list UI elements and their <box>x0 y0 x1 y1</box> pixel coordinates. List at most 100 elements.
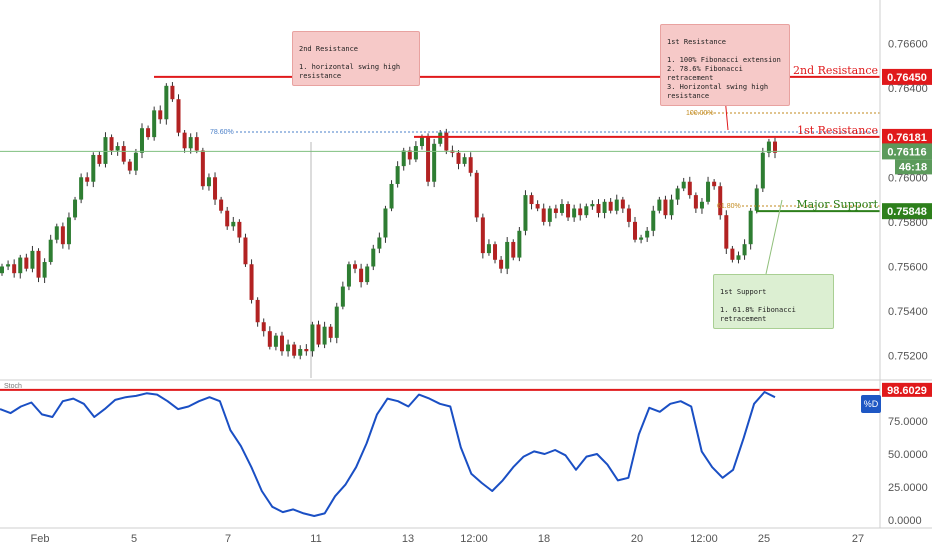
price-tick-label: 0.76400 <box>888 83 928 95</box>
candle-body <box>24 257 29 269</box>
candle-body <box>36 250 41 278</box>
stoch-tick-label: 75.0000 <box>888 416 928 428</box>
candle-body <box>681 181 686 189</box>
candle-body <box>590 204 595 207</box>
level-price-tag-bg <box>882 68 932 85</box>
candle-body <box>267 331 272 347</box>
candle-body <box>645 230 650 238</box>
candle-body <box>474 172 479 218</box>
candle-body <box>6 264 11 267</box>
time-tick-label: Feb <box>31 533 50 545</box>
candles <box>0 82 777 360</box>
candle-body <box>91 154 96 182</box>
candle-body <box>529 195 534 205</box>
level-price-tag-text: 0.76181 <box>887 132 927 144</box>
price-tick-label: 0.75400 <box>888 306 928 318</box>
candle-body <box>602 201 607 213</box>
candle-body <box>426 137 431 182</box>
level-name: Major Support <box>796 198 878 211</box>
countdown-tag-bg <box>895 159 932 175</box>
time-tick-label: 5 <box>131 533 137 545</box>
stoch-upper-tag-bg <box>882 382 932 397</box>
candle-body <box>511 241 516 258</box>
candle-body <box>535 204 540 209</box>
last-price-tag-text: 0.76116 <box>887 146 926 158</box>
candle-body <box>152 110 157 138</box>
candle-body <box>614 199 619 211</box>
candle-body <box>206 177 211 187</box>
candle-body <box>237 221 242 238</box>
candle-body <box>66 217 71 245</box>
time-tick-label: 12:00 <box>460 533 488 545</box>
candle-body <box>754 188 759 211</box>
candle-body <box>334 306 339 338</box>
first-resistance-note: 1st Resistance 1. 100% Fibonacci extensi… <box>660 24 790 106</box>
price-tick-label: 0.75600 <box>888 261 928 273</box>
fib-ext-100-label: 100.00% <box>686 110 714 117</box>
candle-body <box>298 349 303 356</box>
candle-body <box>687 181 692 196</box>
candle-body <box>286 344 291 352</box>
candle-body <box>316 324 321 345</box>
time-tick-label: 7 <box>225 533 231 545</box>
candle-body <box>773 141 777 153</box>
candle-body <box>328 326 333 338</box>
candle-body <box>675 188 680 200</box>
level-price-tag: 0.76181 <box>882 128 932 145</box>
candle-body <box>566 204 571 218</box>
candle-body <box>413 146 418 160</box>
candle-body <box>651 210 656 231</box>
candle-body <box>663 199 668 216</box>
candle-body <box>54 226 59 240</box>
stochastic-panel: 98.6029 <box>0 382 932 517</box>
candle-body <box>742 244 747 256</box>
candle-body <box>359 268 364 283</box>
candle-body <box>304 349 309 352</box>
candle-body <box>462 157 467 164</box>
fib-ret-618-label: 61.80% <box>717 203 741 210</box>
candle-body <box>553 208 558 213</box>
level-price-tag-text: 0.76450 <box>887 72 927 84</box>
candle-body <box>401 150 406 167</box>
candle-body <box>499 259 504 269</box>
candle-body <box>730 248 735 260</box>
candle-body <box>109 137 114 151</box>
price-tick-label: 0.75200 <box>888 351 928 363</box>
candle-body <box>42 262 47 278</box>
candle-body <box>419 137 424 147</box>
level-price-tag-bg <box>882 203 932 220</box>
stoch-tick-label: 0.0000 <box>888 515 922 527</box>
candle-body <box>121 146 126 162</box>
candle-body <box>718 186 723 216</box>
percent-d-badge[interactable]: %D <box>861 395 881 413</box>
candle-body <box>97 154 102 164</box>
candle-body <box>158 110 163 120</box>
candle-body <box>712 181 717 187</box>
candle-body <box>12 264 17 274</box>
candle-body <box>523 195 528 231</box>
candle-body <box>736 255 741 260</box>
time-tick-label: 25 <box>758 533 770 545</box>
level-price-tag-bg <box>882 128 932 145</box>
candle-body <box>279 335 284 352</box>
time-tick-label: 27 <box>852 533 864 545</box>
stoch-upper-tag: 98.6029 <box>882 382 932 397</box>
candle-body <box>170 85 175 100</box>
candle-body <box>273 335 278 347</box>
candle-body <box>572 208 577 218</box>
candle-body <box>438 132 443 144</box>
candle-body <box>748 210 753 245</box>
time-tick-label: 11 <box>310 533 321 545</box>
level-price-tag: 0.76450 <box>882 68 932 85</box>
candle-body <box>176 99 181 133</box>
candle-body <box>353 264 358 269</box>
candle-body <box>346 264 351 287</box>
stoch-tick-label: 25.0000 <box>888 482 928 494</box>
price-tick-label: 0.75800 <box>888 217 928 229</box>
time-tick-label: 12:00 <box>690 533 718 545</box>
candle-body <box>706 181 711 202</box>
candle-body <box>219 199 224 211</box>
candle-body <box>194 137 199 151</box>
candle-body <box>541 208 546 222</box>
